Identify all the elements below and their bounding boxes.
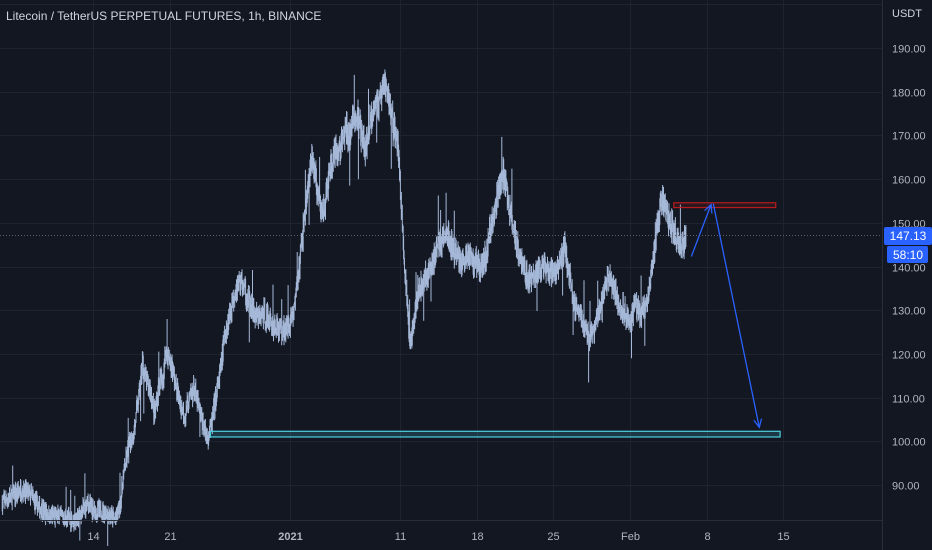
price-tick-label: 190.00	[892, 44, 926, 56]
price-tick-label: 100.00	[892, 437, 926, 449]
currency-label-bg	[884, 0, 932, 26]
support-zone[interactable]	[209, 430, 781, 438]
price-tick-label: 180.00	[892, 88, 926, 100]
time-tick-label: 18	[471, 531, 483, 543]
currency-label: USDT	[892, 8, 922, 20]
grid	[0, 0, 882, 520]
price-tick-label: 160.00	[892, 175, 926, 187]
price-tick-label: 90.00	[892, 481, 920, 493]
chart-title: Litecoin / TetherUS PERPETUAL FUTURES, 1…	[6, 9, 321, 23]
arrow-up-drawing[interactable]	[690, 203, 713, 257]
arrow-down-drawing[interactable]	[712, 203, 763, 429]
current-price-tag: 147.13 58:10	[884, 227, 932, 263]
time-axis[interactable]: 14 21 2021 11 18 25 Feb 8 15	[87, 531, 789, 543]
time-tick-label: 15	[777, 531, 789, 543]
price-tick-label: 130.00	[892, 306, 926, 318]
ohlc-bars	[1, 69, 687, 546]
current-price-value: 147.13	[890, 229, 927, 243]
price-tick-label: 140.00	[892, 263, 926, 275]
drawing-layer[interactable]	[0, 202, 882, 438]
time-tick-label: 2021	[278, 531, 302, 543]
time-tick-label: 25	[547, 531, 559, 543]
resistance-zone[interactable]	[673, 202, 777, 209]
time-tick-label: 8	[704, 531, 710, 543]
time-tick-label: 14	[87, 531, 99, 543]
time-tick-label: Feb	[621, 531, 640, 543]
time-tick-label: 21	[164, 531, 176, 543]
time-tick-label: 11	[395, 531, 406, 543]
price-tick-label: 120.00	[892, 350, 926, 362]
price-tick-label: 170.00	[892, 131, 926, 143]
bar-countdown: 58:10	[893, 248, 923, 262]
price-tick-label: 110.00	[892, 394, 925, 406]
